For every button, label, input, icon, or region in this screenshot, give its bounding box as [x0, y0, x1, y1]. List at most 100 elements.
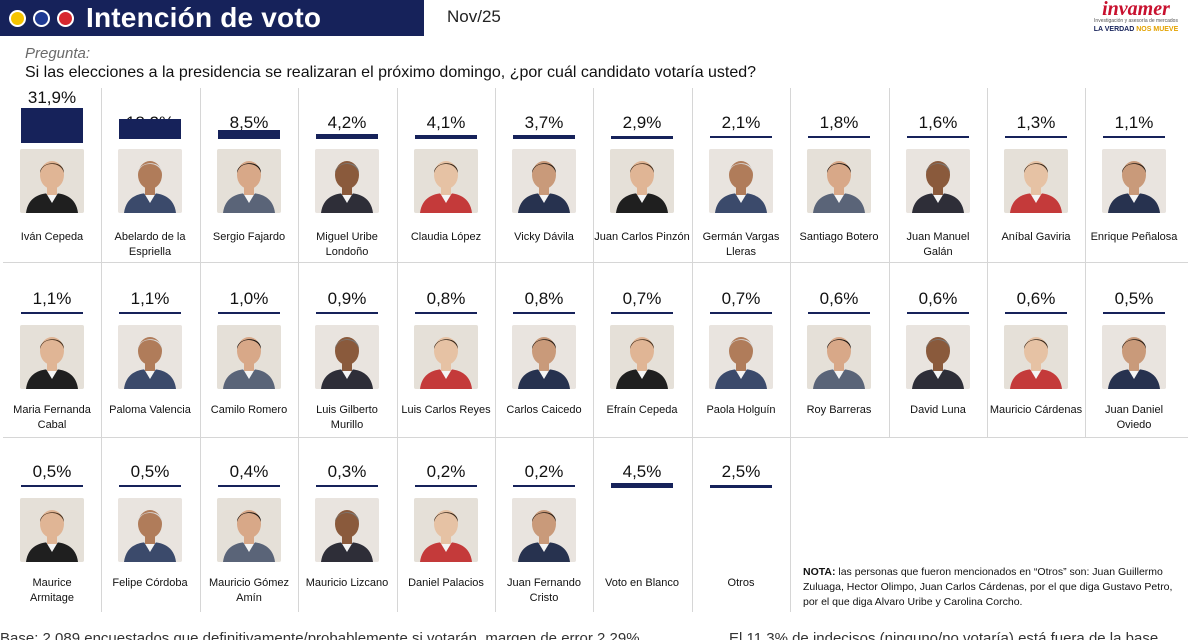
candidate-name: Iván Cepeda [0, 230, 105, 245]
candidate-name: Mauricio Gómez Amín [196, 576, 302, 606]
candidate-photo [1004, 325, 1068, 389]
value-label: 1,1% [1114, 113, 1154, 132]
candidate-name-line: Voto en Blanco [604, 577, 679, 589]
candidate-name: Carlos Caicedo [491, 403, 597, 418]
grid-divider [101, 88, 102, 612]
value-bar [710, 312, 772, 314]
candidate-photo [217, 498, 281, 562]
value-bar [415, 135, 477, 139]
candidate-name: Paola Holguín [688, 403, 794, 418]
value-label: 0,6% [918, 289, 958, 308]
candidate-name: Paloma Valencia [97, 403, 203, 418]
candidate-photo [709, 325, 773, 389]
candidate-name-line: Juan Manuel [906, 231, 970, 243]
candidate-name: Otros [688, 576, 794, 591]
candidate-name: Abelardo de la Espriella [97, 230, 203, 260]
value-bar [1005, 136, 1067, 138]
survey-date: Nov/25 [447, 7, 501, 26]
value-bar [513, 312, 575, 314]
candidate-name: Luis Gilberto Murillo [294, 403, 400, 433]
candidate-name: Daniel Palacios [393, 576, 499, 591]
candidate-name-line: Felipe Córdoba [112, 577, 188, 589]
value-bar [119, 312, 181, 314]
value-bar [316, 134, 378, 139]
candidate-photo [414, 498, 478, 562]
candidate-name-line: Armitage [29, 592, 75, 604]
invamer-logo: invamer Investigación y asesoría de merc… [1086, 0, 1186, 36]
logo-name: invamer [1102, 0, 1170, 20]
candidate-name-line: Camilo Romero [210, 404, 288, 416]
value-bar [218, 485, 280, 487]
candidate-photo [217, 325, 281, 389]
candidate-name-line: Oviedo [1116, 419, 1152, 431]
value-label: 1,8% [819, 113, 859, 132]
candidate-photo [217, 149, 281, 213]
logo-slogan-a: LA VERDAD [1093, 26, 1137, 33]
candidate-name-line: Efraín Cepeda [606, 404, 678, 416]
candidate-photo [1004, 149, 1068, 213]
value-label: 0,7% [721, 289, 761, 308]
candidate-photo [20, 325, 84, 389]
value-label: 3,7% [524, 113, 564, 132]
candidate-photo [709, 149, 773, 213]
value-label: 0,9% [327, 289, 367, 308]
value-label: 1,1% [130, 289, 170, 308]
candidate-name: Voto en Blanco [589, 576, 695, 591]
candidate-name-line: Luis Gilberto [316, 404, 378, 416]
candidate-photo [118, 325, 182, 389]
value-bar [316, 485, 378, 487]
candidate-photo [315, 149, 379, 213]
candidate-name-line: Carlos Caicedo [506, 404, 582, 416]
logo-slogan: LA VERDAD NOS MUEVE [1086, 25, 1186, 34]
candidate-name: Mauricio Lizcano [294, 576, 400, 591]
candidate-photo [315, 498, 379, 562]
candidate-name: Aníbal Gaviria [983, 230, 1089, 245]
value-bar [21, 485, 83, 487]
value-label: 4,1% [426, 113, 466, 132]
grid-divider [593, 88, 594, 612]
value-label: 2,5% [721, 462, 761, 481]
value-bar [21, 312, 83, 314]
brand-dots [0, 9, 74, 27]
candidate-name-line: David Luna [910, 404, 966, 416]
value-bar [1005, 312, 1067, 314]
value-label: 0,5% [130, 462, 170, 481]
value-label: 0,3% [327, 462, 367, 481]
candidate-name-line: Claudia López [410, 231, 482, 243]
value-label: 31,9% [27, 88, 77, 107]
value-label: 1,1% [32, 289, 72, 308]
candidate-photo [1102, 149, 1166, 213]
candidate-name-line: Otros [727, 577, 755, 589]
value-bar [119, 485, 181, 487]
candidate-name-line: Maurice [32, 577, 72, 589]
candidate-photo [610, 325, 674, 389]
candidate-name-line: Vicky Dávila [514, 231, 574, 243]
candidate-name-line: Santiago Botero [799, 231, 879, 243]
candidate-name-line: Paola Holguín [706, 404, 776, 416]
title-bar: Intención de voto [0, 0, 424, 36]
value-bar [611, 483, 673, 488]
value-label: 2,9% [622, 113, 662, 132]
candidate-photo [1102, 325, 1166, 389]
candidate-name: Mauricio Cárdenas [983, 403, 1089, 418]
candidate-photo [414, 149, 478, 213]
note-text: las personas que fueron mencionados en “… [803, 566, 1173, 608]
page-title: Intención de voto [86, 2, 322, 33]
value-bar [218, 130, 280, 139]
candidate-photo [118, 498, 182, 562]
candidate-name-line: Juan Carlos Pinzón [594, 231, 690, 243]
grid-divider [298, 88, 299, 612]
candidate-name-line: Aníbal Gaviria [1001, 231, 1071, 243]
candidate-name-line: Sergio Fajardo [212, 231, 286, 243]
candidate-name-line: Paloma Valencia [109, 404, 191, 416]
value-label: 1,3% [1016, 113, 1056, 132]
value-bar [415, 485, 477, 487]
value-bar [710, 485, 772, 488]
candidate-photo [512, 149, 576, 213]
candidate-name: Santiago Botero [786, 230, 892, 245]
candidate-name: Juan Manuel Galán [885, 230, 991, 260]
question-label: Pregunta: [25, 45, 91, 62]
candidate-photo [20, 498, 84, 562]
candidate-name: Roy Barreras [786, 403, 892, 418]
value-label: 0,5% [1114, 289, 1154, 308]
